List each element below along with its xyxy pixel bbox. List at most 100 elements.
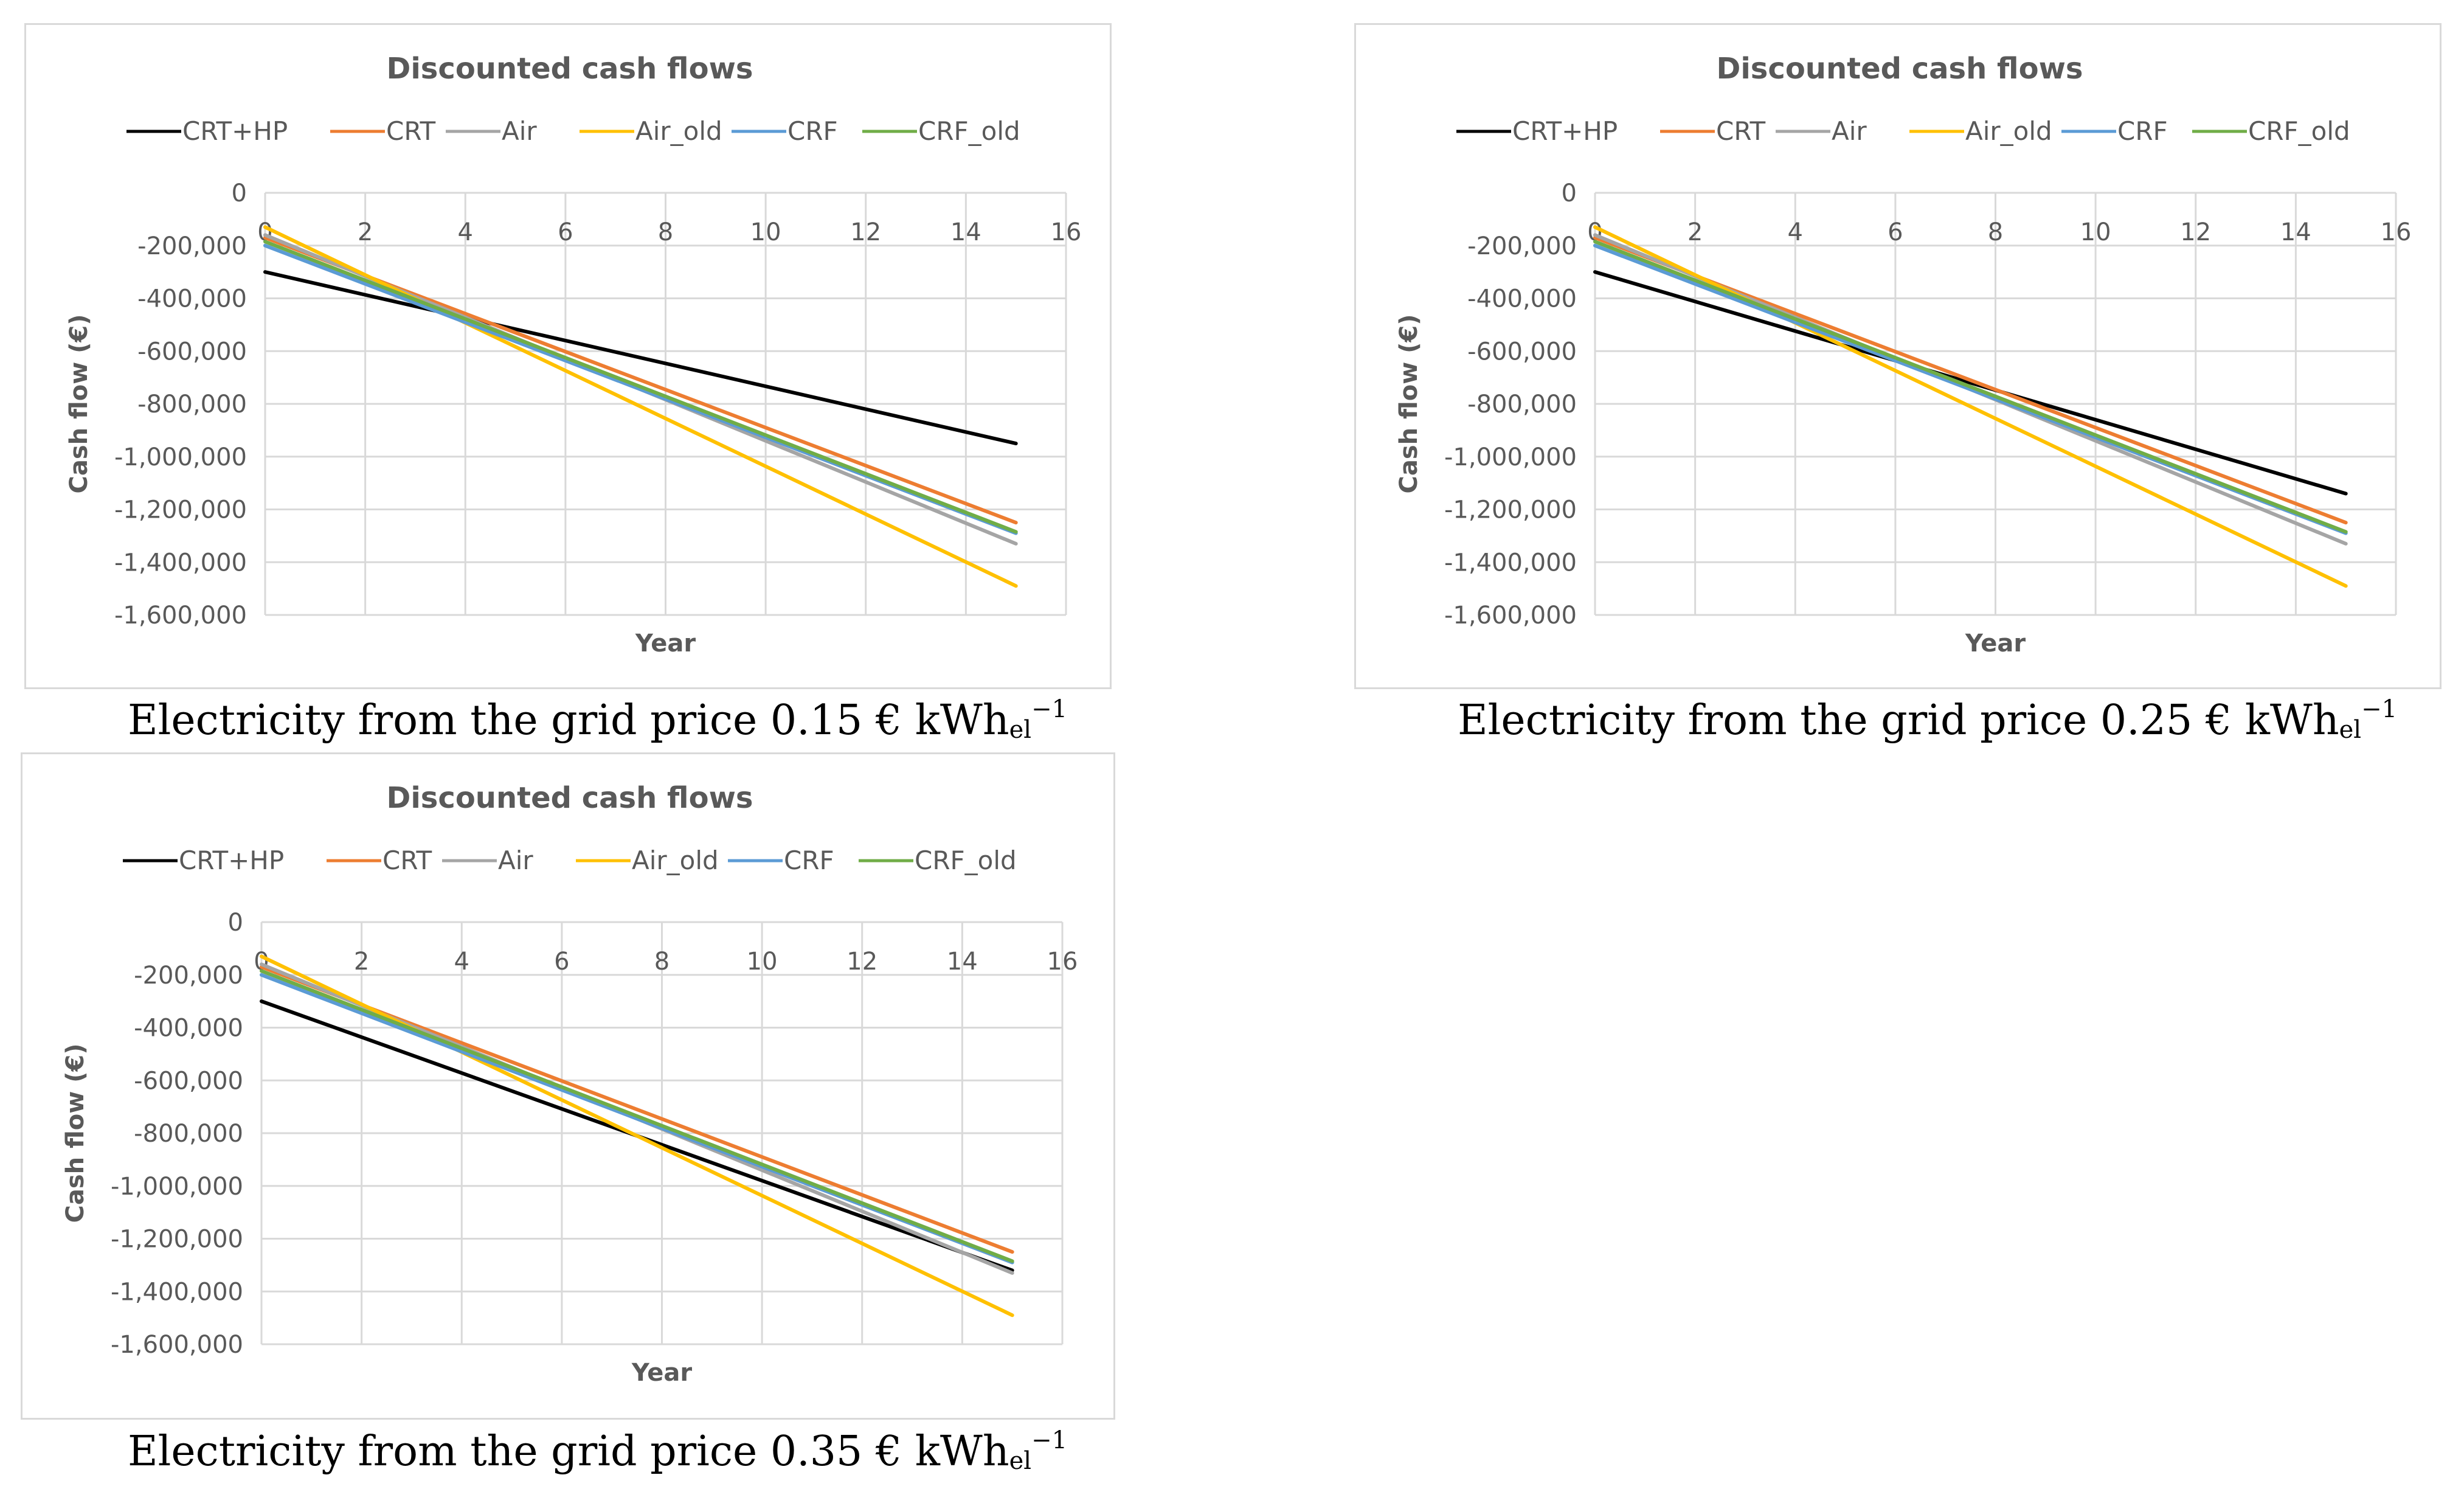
y-tick-label: -600,000: [137, 338, 247, 366]
y-tick-label: -200,000: [134, 962, 243, 990]
legend-label-crt: CRT: [386, 116, 435, 146]
y-tick-label: -1,600,000: [114, 602, 247, 630]
caption-3: Electricity from the grid price 0.35 € k…: [128, 1426, 1067, 1476]
legend-label-air-old: Air_old: [632, 845, 719, 875]
legend-label-crf: CRF: [784, 845, 834, 875]
caption-1: Electricity from the grid price 0.15 € k…: [128, 695, 1067, 745]
series-line-crf-old: [263, 240, 1018, 534]
x-tick-label: 4: [1788, 218, 1803, 246]
x-tick-label: 16: [1047, 948, 1078, 976]
series-line-crf-old: [1593, 240, 2348, 534]
chart-svg-3: Discounted cash flows CRT+HP CRT Air Air_old…: [61, 781, 1078, 1387]
y-tick-label: -600,000: [1467, 338, 1577, 366]
caption-1-sub: el: [1009, 716, 1032, 744]
legend-label-crf: CRF: [787, 116, 838, 146]
x-tick-label: 16: [2381, 218, 2412, 246]
x-tick-label: 2: [358, 218, 373, 246]
y-tick-label: -800,000: [1467, 391, 1577, 418]
y-tick-label: -200,000: [1467, 232, 1577, 260]
caption-1-sup: −1: [1031, 695, 1068, 723]
x-tick-label: 8: [658, 218, 673, 246]
caption-2-sub: el: [2339, 716, 2362, 744]
y-tick-label: 0: [228, 909, 243, 937]
chart-panel-3: Discounted cash flows CRT+HP CRT Air Air_old…: [21, 752, 1115, 1420]
caption-2-sup: −1: [2361, 695, 2398, 723]
y-tick-label: -400,000: [137, 285, 247, 313]
legend-label-crt: CRT: [1716, 116, 1765, 146]
y-tick-label: -1,000,000: [111, 1173, 243, 1201]
legend-label-air: Air: [502, 116, 537, 146]
chart-svg-1: Discounted cash flows CRT+HP CRT Air Air_old…: [65, 52, 1082, 658]
x-tick-label: 16: [1051, 218, 1082, 246]
y-axis-title: Cash flow (€): [65, 314, 93, 494]
y-tick-label: -1,200,000: [111, 1226, 243, 1254]
x-tick-label: 4: [454, 948, 469, 976]
x-tick-label: 10: [2080, 218, 2111, 246]
series-line-air-old: [1593, 225, 2348, 588]
x-tick-label: 12: [850, 218, 881, 246]
y-tick-label: -1,600,000: [1444, 602, 1577, 630]
chart-panel-1: Discounted cash flows CRT+HP CRT Air Air_old…: [24, 23, 1112, 689]
legend-label-crf-old: CRF_old: [918, 116, 1020, 146]
series-line-air-old: [263, 225, 1018, 588]
y-axis-title: Cash flow (€): [1395, 314, 1423, 494]
legend-label-crt-hp: CRT+HP: [179, 845, 284, 875]
x-tick-label: 6: [554, 948, 569, 976]
legend-label-crt-hp: CRT+HP: [1512, 116, 1618, 146]
legend-label-crt: CRT: [382, 845, 432, 875]
legend-label-crf-old: CRF_old: [2248, 116, 2350, 146]
x-tick-label: 8: [1988, 218, 2003, 246]
y-tick-label: -400,000: [134, 1015, 243, 1043]
y-tick-label: -1,400,000: [111, 1278, 243, 1306]
x-axis-title: Year: [635, 630, 696, 658]
x-tick-label: 2: [354, 948, 369, 976]
legend-label-crf: CRF: [2117, 116, 2168, 146]
y-tick-label: -1,400,000: [114, 549, 247, 577]
y-tick-label: -400,000: [1467, 285, 1577, 313]
y-tick-label: -1,600,000: [111, 1331, 243, 1359]
y-tick-label: -1,200,000: [114, 496, 247, 524]
series-line-air-old: [260, 954, 1014, 1317]
y-tick-label: -200,000: [137, 232, 247, 260]
x-tick-label: 4: [458, 218, 473, 246]
y-axis-title: Cash flow (€): [61, 1044, 89, 1223]
series-line-crt-hp: [263, 270, 1018, 446]
chart-title: Discounted cash flows: [1717, 52, 2083, 86]
chart-panel-2: Discounted cash flows CRT+HP CRT Air Air_old…: [1354, 23, 2442, 689]
series-line-crf-old: [260, 969, 1014, 1263]
x-tick-label: 14: [947, 948, 978, 976]
caption-2-text: Electricity from the grid price 0.25 € k…: [1458, 696, 2339, 745]
x-tick-label: 6: [558, 218, 573, 246]
chart-svg-2: Discounted cash flows CRT+HP CRT Air Air_old…: [1395, 52, 2412, 658]
y-tick-label: -800,000: [134, 1120, 243, 1148]
y-tick-label: -1,000,000: [114, 443, 247, 471]
caption-3-sub: el: [1009, 1447, 1032, 1475]
y-tick-label: 0: [232, 179, 247, 207]
x-tick-label: 2: [1687, 218, 1703, 246]
x-axis-title: Year: [631, 1359, 692, 1387]
legend-label-air-old: Air_old: [1965, 116, 2052, 146]
caption-1-text: Electricity from the grid price 0.15 € k…: [128, 696, 1009, 745]
x-tick-label: 6: [1888, 218, 1903, 246]
x-tick-label: 10: [750, 218, 781, 246]
x-tick-label: 12: [2180, 218, 2211, 246]
x-tick-label: 14: [2280, 218, 2311, 246]
x-tick-label: 10: [747, 948, 778, 976]
chart-title: Discounted cash flows: [387, 781, 753, 815]
legend-label-crf-old: CRF_old: [915, 845, 1017, 875]
y-tick-label: -600,000: [134, 1067, 243, 1095]
y-tick-label: -800,000: [137, 391, 247, 418]
x-tick-label: 14: [950, 218, 981, 246]
legend-label-air: Air: [1832, 116, 1867, 146]
series-line-crt-hp: [1593, 270, 2348, 496]
legend-label-air-old: Air_old: [635, 116, 722, 146]
caption-2: Electricity from the grid price 0.25 € k…: [1458, 695, 2397, 745]
x-tick-label: 8: [654, 948, 670, 976]
y-tick-label: 0: [1562, 179, 1577, 207]
y-tick-label: -1,000,000: [1444, 443, 1577, 471]
legend-label-air: Air: [498, 845, 533, 875]
y-tick-label: -1,200,000: [1444, 496, 1577, 524]
caption-3-text: Electricity from the grid price 0.35 € k…: [128, 1428, 1009, 1476]
y-tick-label: -1,400,000: [1444, 549, 1577, 577]
x-tick-label: 12: [846, 948, 877, 976]
